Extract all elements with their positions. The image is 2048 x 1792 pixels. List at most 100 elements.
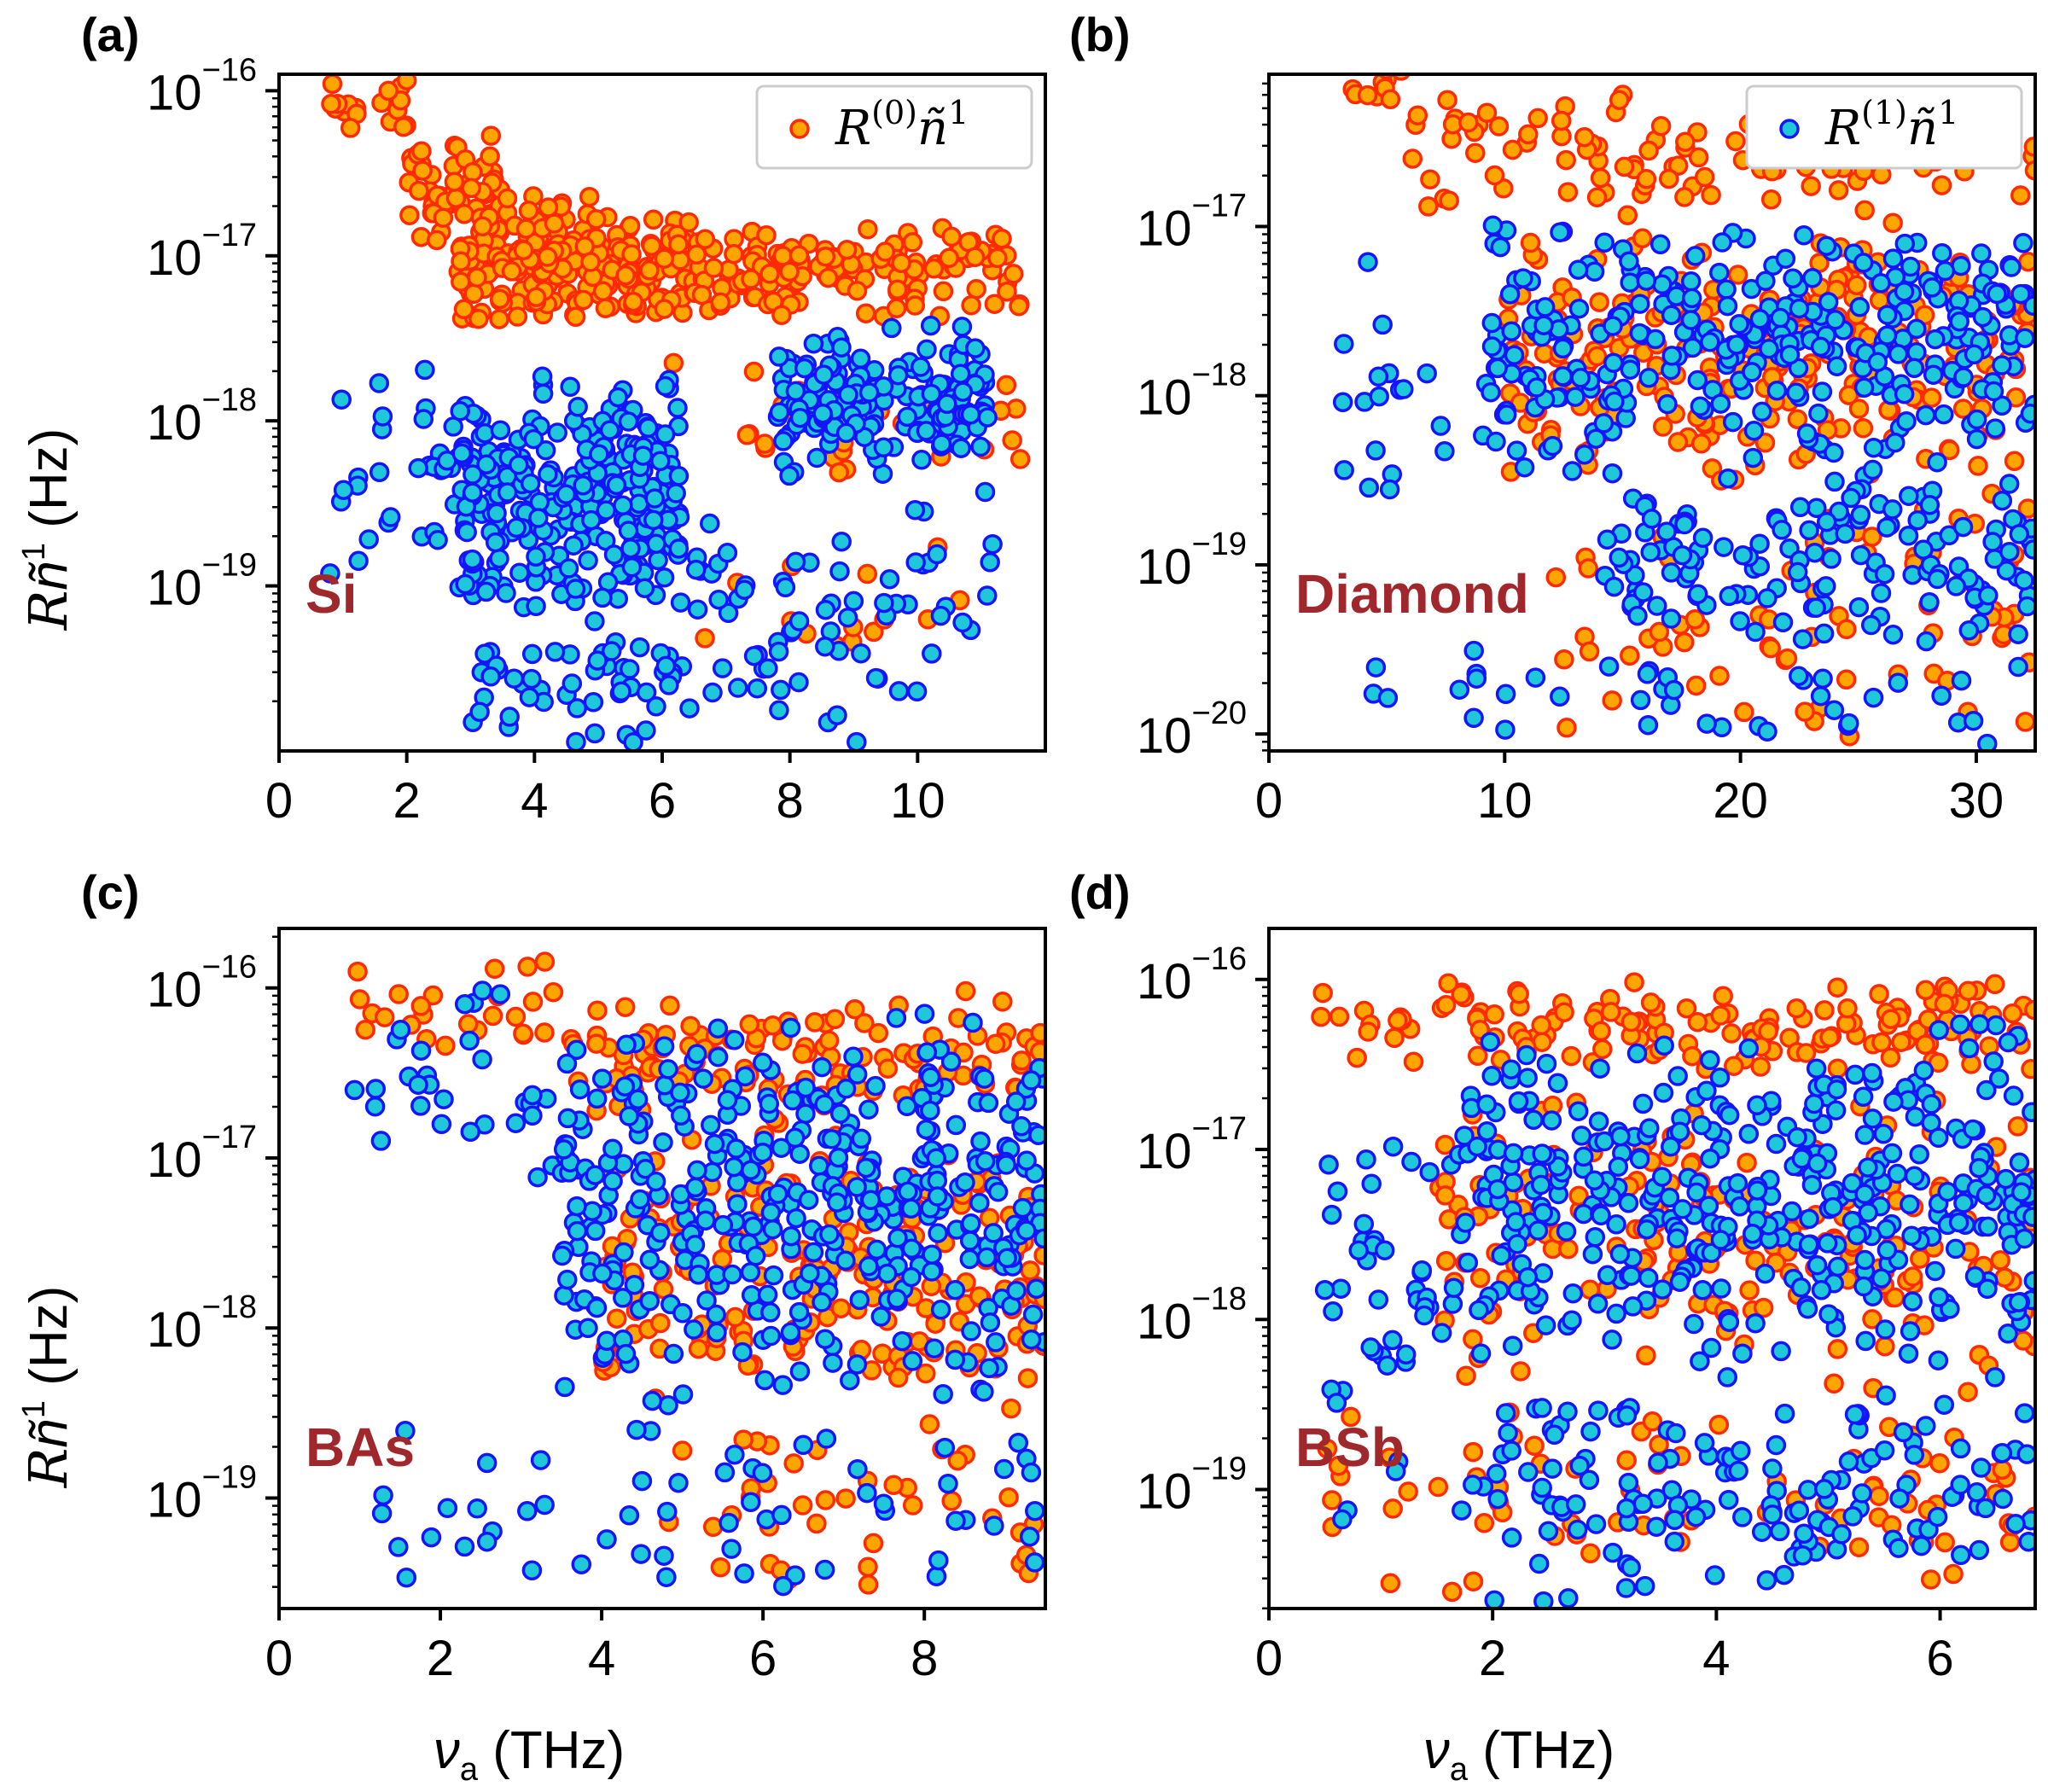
- scatter-point: [865, 667, 887, 689]
- scatter-point: [1618, 1472, 1639, 1493]
- scatter-point: [526, 287, 547, 307]
- scatter-point: [814, 1559, 835, 1580]
- scatter-point: [786, 1207, 806, 1229]
- scatter-point: [1505, 1212, 1527, 1232]
- scatter-point: [623, 291, 643, 312]
- scatter-point: [620, 538, 641, 559]
- scatter-point: [815, 1329, 835, 1349]
- scatter-point: [1827, 977, 1847, 998]
- scatter-point: [1743, 421, 1765, 441]
- scatter-point: [1826, 356, 1847, 376]
- scatter-point: [631, 1544, 651, 1564]
- x-tick-label: 4: [1702, 1631, 1730, 1686]
- scatter-point: [672, 1303, 693, 1324]
- y-tick-label: 10−20: [1137, 695, 1247, 764]
- scatter-point: [592, 281, 614, 302]
- scatter-point: [1401, 1151, 1422, 1172]
- scatter-point: [1853, 377, 1875, 399]
- scatter-point: [997, 281, 1017, 302]
- scatter-point: [1827, 1339, 1848, 1359]
- scatter-point: [996, 375, 1017, 396]
- scatter-point: [1584, 261, 1605, 282]
- scatter-point: [1437, 90, 1457, 110]
- scatter-point: [1580, 1421, 1601, 1442]
- scatter-point: [1021, 1329, 1042, 1350]
- scatter-point: [1020, 1260, 1040, 1281]
- scatter-point: [451, 251, 471, 272]
- scatter-point: [1724, 1056, 1744, 1076]
- scatter-point: [607, 1308, 627, 1329]
- scatter-point: [1634, 1575, 1655, 1597]
- scatter-point: [1816, 236, 1837, 256]
- scatter-point: [1950, 1438, 1971, 1459]
- scatter-point: [1574, 126, 1595, 148]
- scatter-point: [773, 1575, 794, 1597]
- series-r1: [320, 315, 1003, 751]
- scatter-point: [1783, 268, 1803, 289]
- scatter-point: [522, 992, 544, 1012]
- scatter-point: [371, 1503, 393, 1524]
- scatter-point: [1826, 1079, 1847, 1100]
- scatter-point: [614, 1242, 634, 1263]
- scatter-point: [1950, 1475, 1970, 1495]
- scatter-point: [1747, 1095, 1767, 1116]
- scatter-point: [724, 1306, 746, 1328]
- scatter-point: [435, 1035, 456, 1056]
- scatter-point: [1382, 1498, 1403, 1519]
- scatter-point: [650, 1222, 671, 1243]
- scatter-point: [724, 243, 744, 265]
- scatter-point: [700, 513, 720, 534]
- scatter-point: [1690, 396, 1711, 416]
- scatter-point: [1854, 200, 1875, 221]
- scatter-point: [992, 992, 1013, 1012]
- scatter-point: [1501, 321, 1521, 341]
- scatter-point: [1377, 688, 1399, 708]
- scatter-point: [722, 1264, 742, 1285]
- scatter-point: [891, 253, 911, 274]
- scatter-point: [670, 250, 690, 271]
- panel-bsb: 0 2 4 6 10−16 10−17 10−18 10−19 (d) BSb: [1069, 865, 2037, 1686]
- scatter-point: [1709, 262, 1730, 283]
- scatter-point: [1889, 1488, 1910, 1509]
- scatter-point: [821, 1129, 842, 1149]
- scatter-point: [992, 228, 1012, 249]
- scatter-point: [1590, 167, 1611, 189]
- scatter-point: [906, 681, 928, 702]
- scatter-point: [1602, 690, 1622, 711]
- scatter-point: [658, 1395, 678, 1416]
- scatter-point: [1326, 1393, 1347, 1413]
- scatter-point: [695, 1210, 716, 1231]
- scatter-point: [1789, 666, 1809, 686]
- scatter-point: [800, 1263, 820, 1283]
- scatter-point: [1562, 461, 1583, 481]
- scatter-point: [1882, 624, 1904, 645]
- y-tick-label: 10−17: [147, 218, 257, 286]
- scatter-point: [1002, 430, 1022, 451]
- scatter-point: [1970, 1457, 1992, 1478]
- scatter-point: [1853, 1276, 1874, 1297]
- scatter-point: [427, 230, 447, 251]
- scatter-point: [2022, 1207, 2035, 1227]
- scatter-point: [1737, 1152, 1757, 1173]
- scatter-point: [1594, 232, 1615, 253]
- scatter-point: [1487, 1488, 1508, 1510]
- scatter-point: [1620, 272, 1640, 293]
- scatter-point: [843, 1046, 864, 1068]
- scatter-point: [581, 509, 602, 531]
- scatter-point: [2007, 1116, 2028, 1137]
- scatter-point: [1969, 1539, 1990, 1561]
- scatter-point: [534, 1022, 555, 1043]
- scatter-point: [1652, 416, 1673, 437]
- scatter-point: [1585, 1227, 1606, 1248]
- scatter-point: [1638, 368, 1659, 388]
- material-label: BAs: [305, 1417, 415, 1478]
- scatter-point: [2022, 1102, 2035, 1123]
- scatter-point: [851, 643, 871, 664]
- scatter-point: [585, 611, 605, 631]
- scatter-point: [620, 215, 641, 236]
- scatter-point: [1664, 1531, 1685, 1552]
- x-tick-label: 6: [1926, 1631, 1953, 1686]
- scatter-point: [1848, 1537, 1870, 1557]
- scatter-point: [468, 308, 489, 329]
- scatter-point: [613, 1288, 633, 1308]
